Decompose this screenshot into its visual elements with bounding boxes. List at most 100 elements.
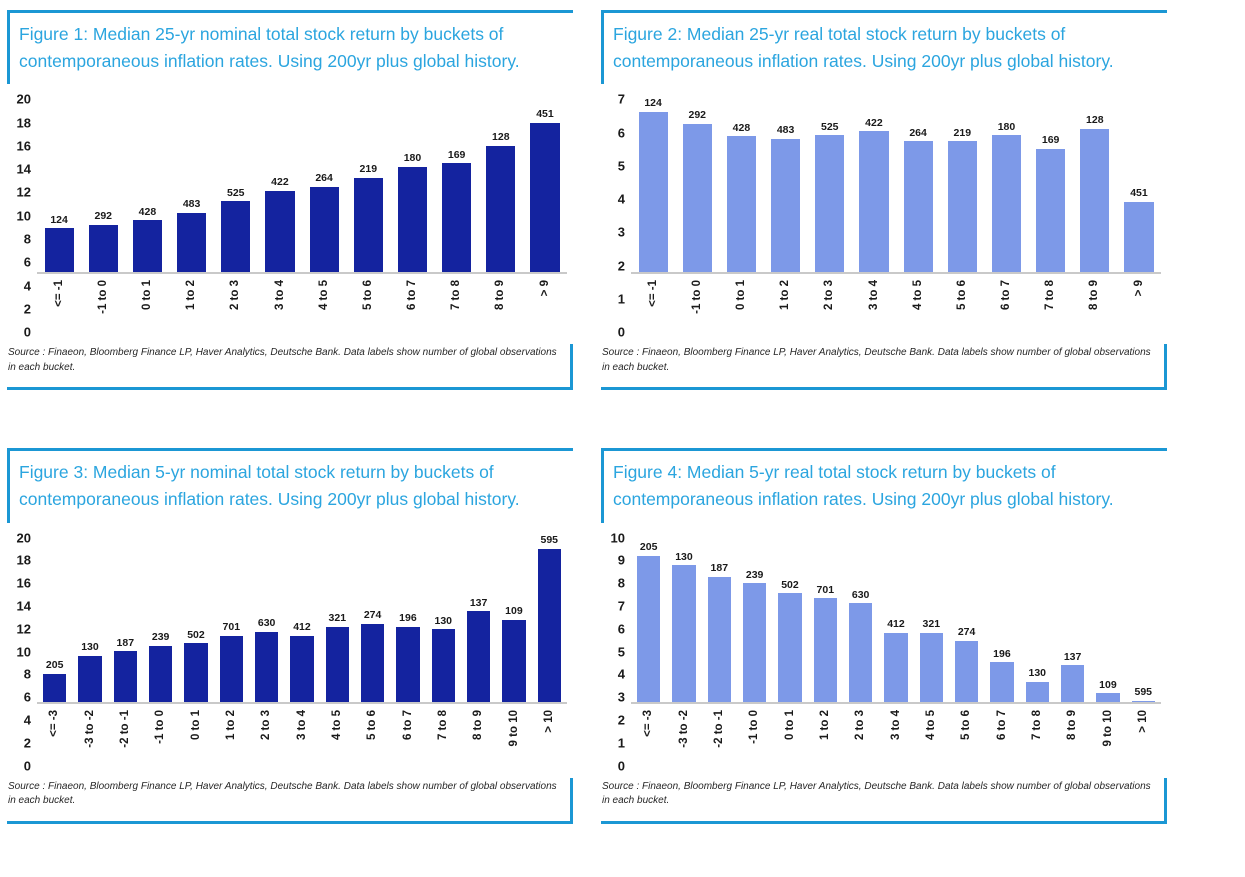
bar: [113, 651, 137, 702]
plot-area: 205 130 187 239 502 701 630 412 321 274 196 130 137 1…: [37, 535, 567, 704]
bar-data-label: 451: [536, 108, 554, 121]
bar-data-label: 196: [993, 647, 1011, 660]
bar-data-label: 451: [1130, 187, 1148, 200]
x-category-label: 5 to 6: [955, 280, 968, 311]
figure-4-panel: Figure 4: Median 5-yr real total stock r…: [601, 448, 1167, 824]
bar-data-label: 196: [399, 612, 417, 625]
x-category-label: 0 to 1: [735, 280, 748, 311]
x-category-label: 1 to 2: [818, 709, 831, 740]
bar: [486, 145, 516, 273]
bar-data-label: 180: [403, 152, 422, 165]
x-category-slot: 2 to 3: [214, 280, 258, 332]
y-tick-label: 18: [16, 552, 31, 568]
y-tick-label: 10: [16, 208, 31, 224]
x-category-label: 3 to 4: [867, 280, 880, 311]
bar-data-label: 109: [1099, 678, 1117, 691]
y-tick-label: 0: [23, 324, 31, 340]
y-tick-label: 12: [16, 621, 31, 637]
bar: [78, 655, 102, 702]
x-category-slot: 1 to 2: [808, 710, 843, 766]
y-tick-label: 3: [617, 689, 625, 705]
x-category-slot: 1 to 2: [214, 710, 249, 766]
x-category-slot: 3 to 4: [852, 280, 896, 332]
bar-data-label: 422: [865, 116, 883, 129]
plot-area-column: 124 292 428 483 525 422 264 219 180 169 128 451 <= -…: [631, 98, 1161, 332]
x-category-label: -1 to 0: [690, 280, 703, 315]
x-category-label: -1 to 0: [748, 709, 761, 744]
bar: [884, 632, 908, 702]
bar-slot: 239: [737, 538, 772, 702]
x-category-slot: 3 to 4: [258, 280, 302, 332]
bar-data-label: 180: [997, 120, 1016, 133]
x-category-label: 3 to 4: [273, 280, 286, 311]
x-category-label: 1 to 2: [779, 280, 792, 311]
bar: [466, 611, 491, 702]
bar-data-label: 264: [909, 126, 927, 139]
source-note: Source : Finaeon, Bloomberg Finance LP, …: [8, 780, 557, 807]
bar-slot: 219: [940, 99, 984, 273]
bar: [1060, 665, 1085, 702]
x-category-label: 8 to 9: [494, 280, 507, 311]
bar-slot: 525: [808, 99, 852, 273]
bar-slot: 451: [1117, 99, 1161, 273]
x-category-label: 5 to 6: [361, 280, 374, 311]
bar-slot: 196: [984, 538, 1019, 702]
bar-slot: 124: [37, 99, 81, 273]
x-category-slot: 2 to 3: [808, 280, 852, 332]
figure-1-bar-chart: 0 2 4 6 8 10 12 14 16 18 20 124 292 428 483 525 422 264 21…: [7, 93, 573, 339]
bar-slot: 205: [631, 538, 666, 702]
x-category-label: 6 to 7: [401, 709, 414, 740]
figure-1-title-box: Figure 1: Median 25-yr nominal total sto…: [7, 10, 573, 85]
x-category-slot: 5 to 6: [355, 710, 390, 766]
x-category-label: <= -1: [646, 280, 659, 308]
bar-data-label: 483: [776, 124, 795, 137]
x-category-slot: 7 to 8: [435, 280, 479, 332]
y-tick-label: 16: [16, 138, 31, 154]
bar-data-label: 128: [1086, 114, 1104, 127]
bar: [954, 640, 979, 702]
x-category-slot: -1 to 0: [81, 280, 125, 332]
bar-data-label: 239: [151, 631, 170, 644]
y-tick-label: 5: [617, 644, 625, 659]
x-category-slot: 7 to 8: [1020, 710, 1055, 766]
bar-slot: 274: [949, 538, 984, 702]
bar-data-label: 630: [257, 617, 276, 630]
x-category-label: 4 to 5: [911, 280, 924, 311]
x-category-slot: 3 to 4: [878, 710, 913, 766]
x-category-slot: 7 to 8: [1029, 280, 1073, 332]
bar: [815, 135, 845, 273]
bar: [742, 583, 767, 702]
x-category-slot: 0 to 1: [125, 280, 169, 332]
x-category-slot: 6 to 7: [984, 710, 1019, 766]
x-category-slot: -3 to -2: [72, 710, 107, 766]
x-category-slot: <= -3: [37, 710, 72, 766]
bar-data-label: 219: [953, 126, 972, 139]
bar-data-label: 187: [710, 562, 729, 575]
bar: [360, 623, 385, 702]
bar: [254, 631, 279, 702]
x-category-label: 4 to 5: [330, 709, 343, 740]
figure-2-title-box: Figure 2: Median 25-yr real total stock …: [601, 10, 1167, 85]
bar-data-label: 595: [1134, 686, 1153, 699]
x-category-slot: 2 to 3: [249, 710, 284, 766]
plot-area: 124 292 428 483 525 422 264 219 180 169 128 451: [37, 99, 567, 275]
bar: [431, 629, 455, 702]
bar-slot: 292: [81, 99, 125, 273]
bar-slot: 502: [772, 538, 807, 702]
bar: [991, 135, 1022, 273]
figure-3-bar-chart: 0 2 4 6 8 10 12 14 16 18 20 205 130 187 239 502 701 630 41…: [7, 531, 573, 772]
bar-slot: 595: [532, 535, 567, 702]
x-category-slot: 4 to 5: [302, 280, 346, 332]
bar: [638, 111, 668, 273]
bar: [778, 593, 802, 702]
bar-data-label: 130: [1028, 667, 1047, 680]
y-tick-label: 1: [617, 291, 625, 307]
y-tick-label: 6: [23, 689, 31, 705]
x-category-slot: -3 to -2: [666, 710, 701, 766]
x-category-label: 6 to 7: [406, 280, 419, 311]
x-category-slot: 5 to 6: [940, 280, 984, 332]
figure-title: Figure 1: Median 25-yr nominal total sto…: [19, 24, 520, 72]
bar: [221, 201, 251, 273]
y-tick-label: 7: [617, 598, 625, 614]
x-axis-labels: <= -3 -3 to -2 -2 to -1 -1 to 0 0 to 1 1 to 2…: [631, 710, 1161, 766]
